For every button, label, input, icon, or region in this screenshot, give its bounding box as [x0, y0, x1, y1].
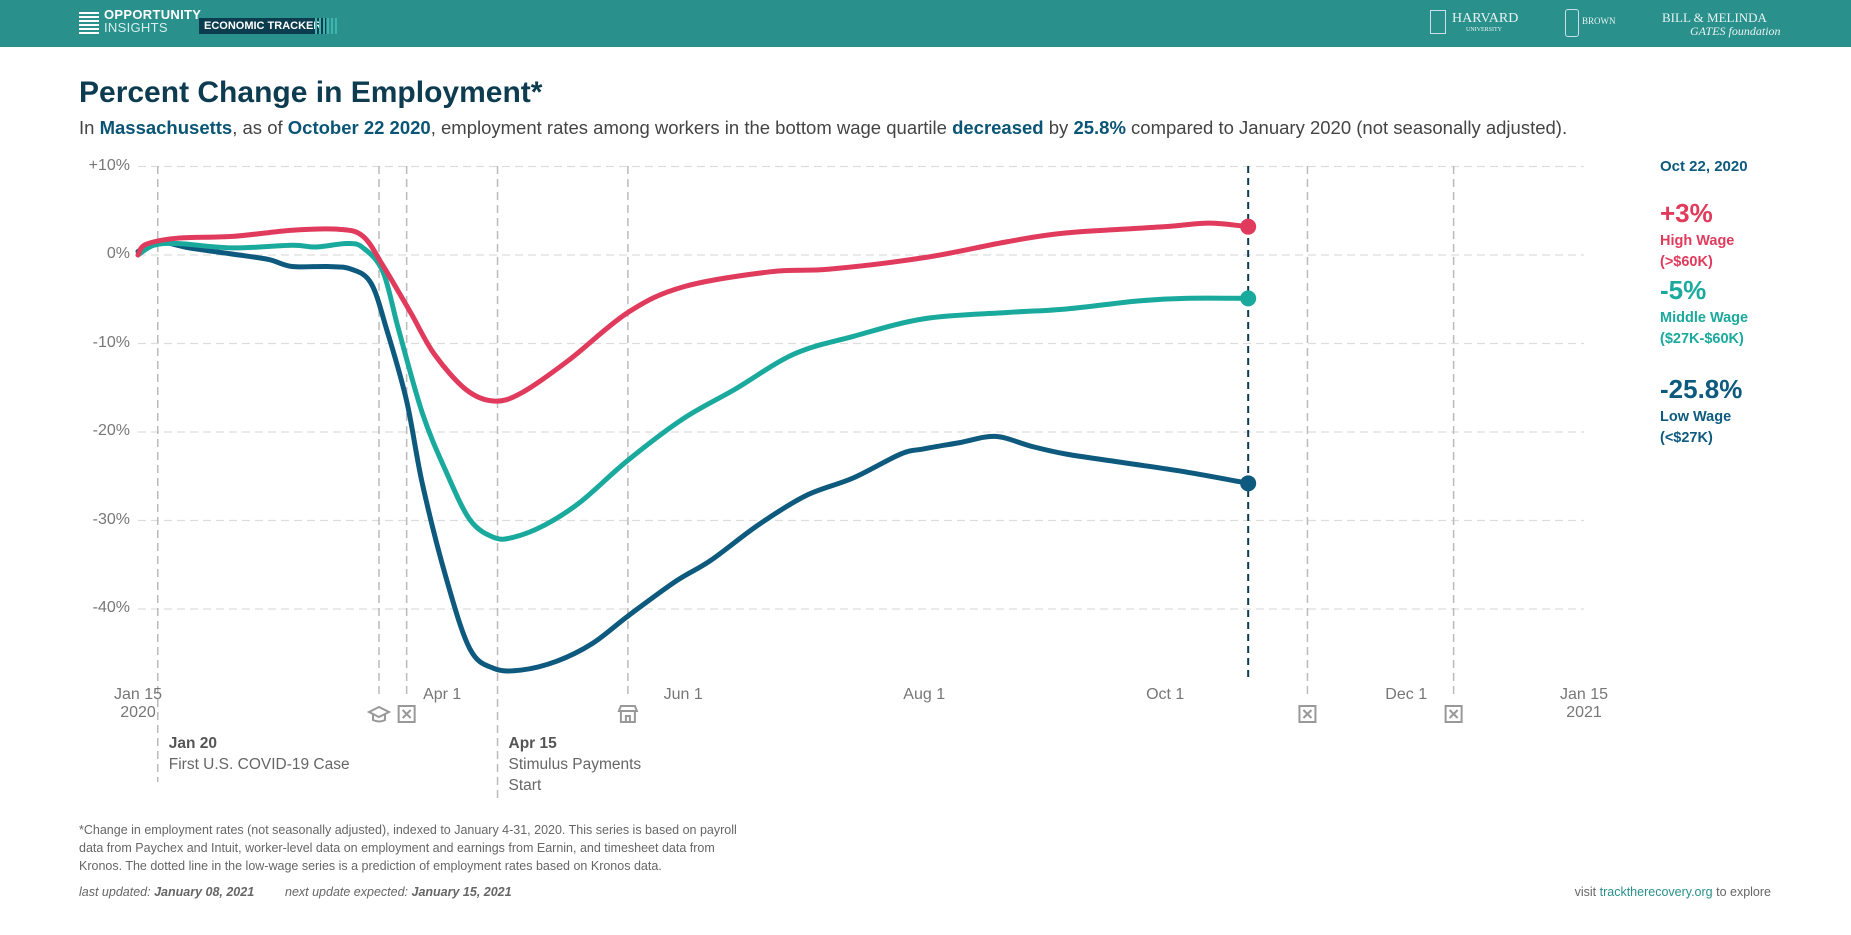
subtitle: In Massachusetts, as of October 22 2020,… [79, 117, 1567, 139]
brown-logo: BROWN [1582, 16, 1616, 26]
series-line-middle-wage [135, 240, 1251, 542]
visit-text: visit tracktherecovery.org to explore [1575, 885, 1771, 899]
close-box-icon [397, 705, 416, 723]
legend-label: Low Wage [1660, 409, 1732, 425]
visit-pre: visit [1574, 885, 1600, 899]
x-tick-year: 2020 [120, 704, 156, 721]
legend-value: +3% [1660, 198, 1713, 228]
series-endpoint [1240, 290, 1257, 307]
close-box-icon [1444, 705, 1463, 723]
tracker-stripe-decoration [315, 18, 339, 34]
y-tick-label: -40% [92, 599, 130, 616]
close-box-icon-x [1302, 709, 1313, 719]
footnote-line3: Kronos. The dotted line in the low-wage … [79, 859, 662, 873]
logo-line1: OPPORTUNITY [104, 7, 202, 22]
gates-logo-line2: GATES foundation [1690, 24, 1781, 38]
subtitle-state: Massachusetts [99, 117, 233, 138]
y-tick-label: 0% [106, 245, 130, 262]
annotation-title: Apr 15 [508, 735, 557, 752]
subtitle-amount: 25.8% [1073, 117, 1126, 138]
store-icon [617, 705, 639, 723]
y-tick-label: -20% [92, 422, 130, 439]
close-box-icon-x [401, 709, 412, 719]
next-update-label: next update expected: [285, 885, 409, 899]
annotation-text: First U.S. COVID-19 Case [168, 756, 350, 773]
legend-label: High Wage [1660, 233, 1735, 249]
visit-post: to explore [1712, 885, 1771, 899]
opportunity-insights-logo[interactable]: OPPORTUNITY INSIGHTS [104, 8, 201, 34]
logo-line2: INSIGHTS [104, 20, 168, 35]
series-endpoint [1240, 475, 1257, 492]
subtitle-text: , employment rates among workers in the … [430, 117, 953, 138]
legend-range: (<$27K) [1660, 430, 1713, 446]
x-tick-label: Apr 1 [423, 686, 462, 703]
gates-logo-line1: BILL & MELINDA [1662, 10, 1767, 25]
last-updated-date: January 08, 2021 [154, 885, 255, 899]
last-updated: last updated: January 08, 2021 [79, 885, 254, 899]
y-tick-label: -30% [92, 510, 130, 528]
annotation-text: Stimulus Payments [508, 756, 642, 773]
harvard-sub: UNIVERSITY [1466, 27, 1502, 33]
series-line-high-wage [135, 220, 1251, 404]
annotation-text: Start [508, 777, 542, 794]
legend-range: ($27K-$60K) [1660, 331, 1744, 347]
subtitle-text: compared to January 2020 (not seasonally… [1125, 117, 1568, 138]
economic-tracker-label[interactable]: ECONOMIC TRACKER [199, 18, 327, 34]
brown-shield-icon [1565, 9, 1579, 37]
series-line-low-wage [135, 239, 1251, 674]
harvard-shield-icon [1430, 10, 1446, 34]
y-tick-label: -10% [92, 333, 130, 351]
subtitle-date: October 22 2020 [287, 117, 431, 138]
subtitle-text: In [79, 117, 100, 138]
subtitle-direction: decreased [952, 117, 1044, 138]
footnote-line1: *Change in employment rates (not seasona… [79, 823, 737, 837]
x-tick-label: Oct 1 [1146, 686, 1185, 703]
next-update: next update expected: January 15, 2021 [285, 885, 512, 899]
subtitle-text: by [1043, 117, 1074, 138]
page-title: Percent Change in Employment* [79, 76, 543, 109]
x-tick-label: Dec 1 [1385, 686, 1428, 703]
legend-value: -5% [1660, 275, 1707, 305]
legend-range: (>$60K) [1660, 254, 1713, 270]
annotation-title: Jan 20 [168, 735, 218, 752]
opportunity-insights-logo-icon [79, 12, 99, 34]
subtitle-text: , as of [232, 117, 288, 138]
visit-link[interactable]: tracktherecovery.org [1599, 885, 1713, 899]
footnote-line2: data from Paychex and Intuit, worker-lev… [79, 841, 715, 855]
last-updated-label: last updated: [79, 885, 151, 899]
legend-label: Middle Wage [1660, 310, 1749, 326]
x-tick-label: Aug 1 [903, 686, 946, 703]
y-tick-label: +10% [88, 156, 130, 174]
graduation-cap-icon [366, 705, 392, 723]
close-box-icon-x [1448, 709, 1459, 719]
legend-value: -25.8% [1660, 374, 1743, 404]
x-tick-year: 2021 [1566, 704, 1602, 721]
series-endpoint [1240, 218, 1257, 235]
x-tick-label: Jun 1 [663, 686, 703, 703]
harvard-logo: HARVARD [1452, 11, 1519, 26]
x-tick-label: Jan 15 [113, 686, 163, 703]
legend-date: Oct 22, 2020 [1660, 158, 1748, 175]
close-box-icon [1298, 705, 1317, 723]
next-update-date: January 15, 2021 [411, 885, 512, 899]
x-tick-label: Jan 15 [1559, 686, 1609, 703]
header-bar: OPPORTUNITY INSIGHTS ECONOMIC TRACKER HAR… [0, 0, 1851, 47]
